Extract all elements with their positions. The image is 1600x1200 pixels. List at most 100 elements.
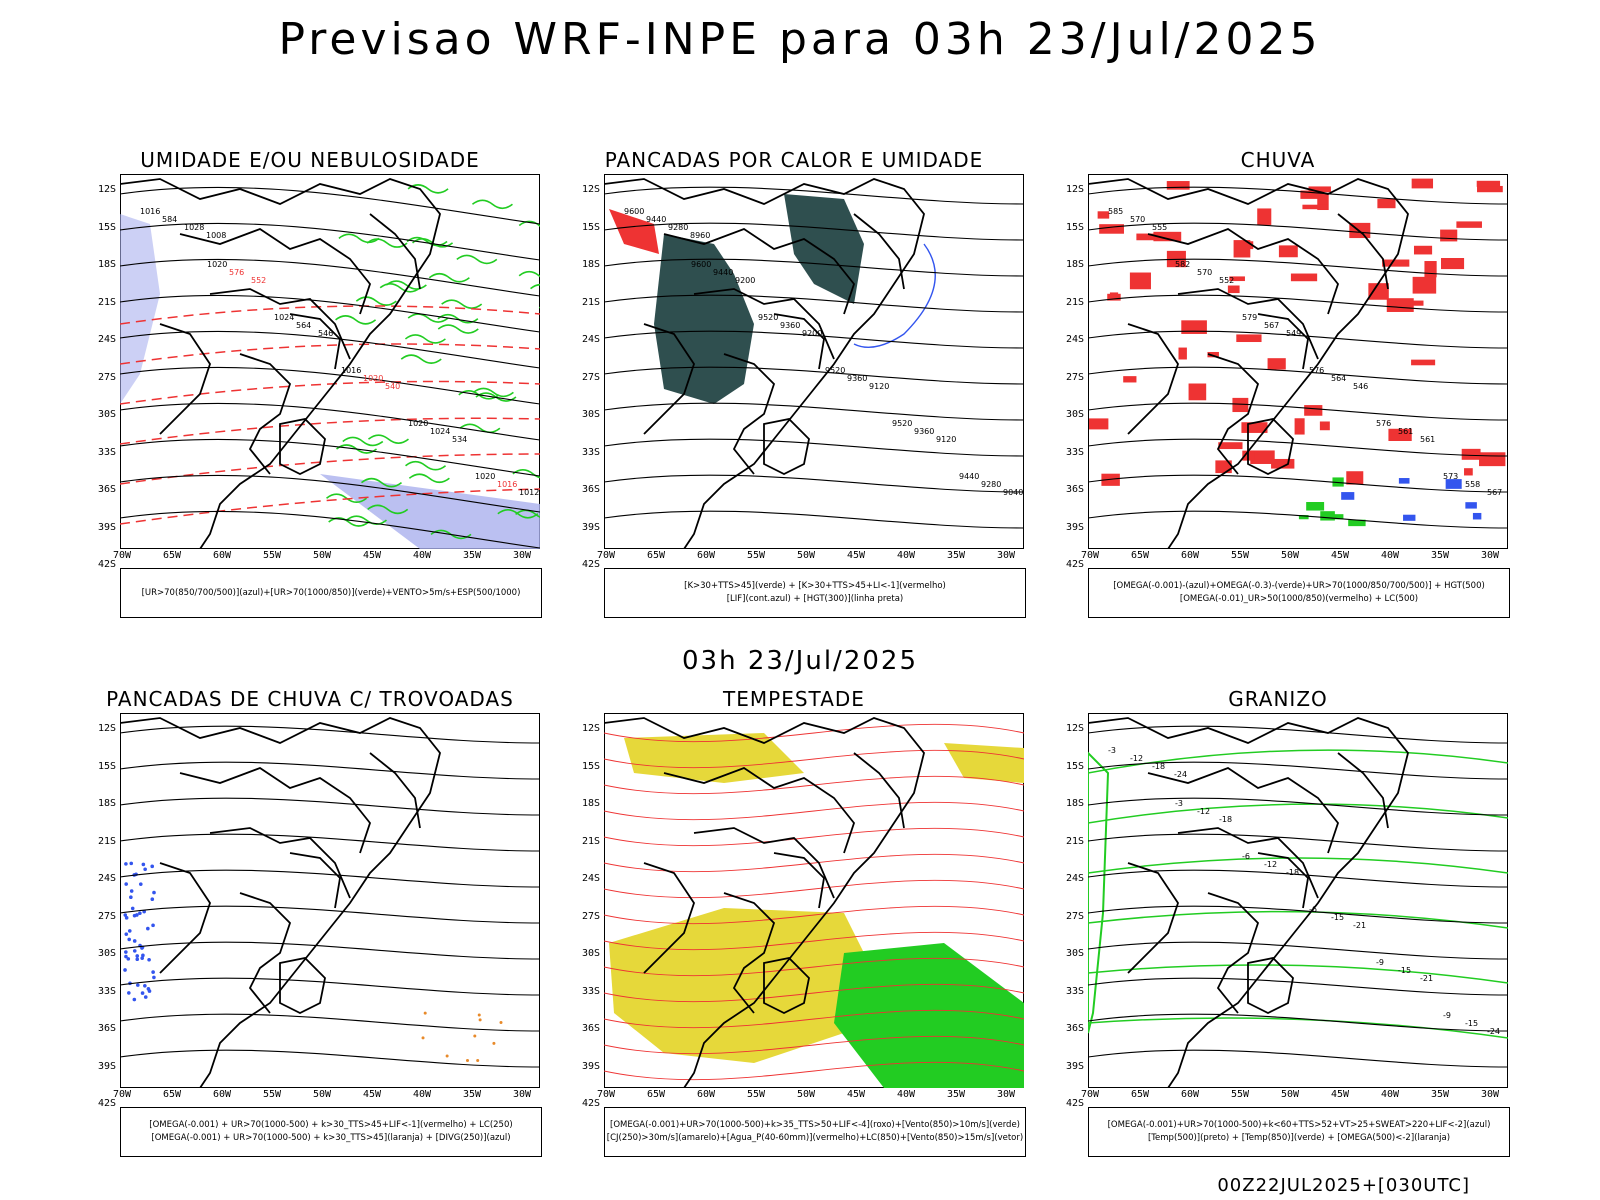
contour-label: 9520 bbox=[892, 419, 912, 428]
y-axis-labels: 12S 15S 18S 21S 24S 27S 30S 33S 36S 39S 42S bbox=[1048, 174, 1086, 570]
x-tick-label: 40W bbox=[896, 1089, 916, 1100]
map-svg: 9600 9600 9520 9520 9520 9440 9440 9440 9360 9360… bbox=[604, 174, 1024, 549]
x-tick-label: 60W bbox=[696, 1089, 716, 1100]
y-tick-label: 18S bbox=[581, 798, 600, 809]
x-tick-label: 30W bbox=[996, 550, 1016, 561]
y-tick-label: 24S bbox=[97, 334, 116, 345]
y-axis-labels: 12S 15S 18S 21S 24S 27S 30S 33S 36S 39S 42S bbox=[80, 174, 118, 570]
x-tick-label: 50W bbox=[1280, 1089, 1300, 1100]
contour-label: 573 bbox=[1443, 472, 1458, 481]
contour-label: 582 bbox=[1175, 260, 1190, 269]
contour-label: 570 bbox=[1197, 268, 1212, 277]
contour-label: -18 bbox=[1286, 868, 1299, 877]
contour-label: 585 bbox=[1108, 207, 1123, 216]
legend-line: [CJ(250)>30m/s](amarelo)+[Agua_P(40-60mm… bbox=[606, 1133, 1024, 1143]
y-tick-label: 24S bbox=[581, 334, 600, 345]
y-tick-label: 42S bbox=[581, 1098, 600, 1109]
contour-label: -6 bbox=[1242, 852, 1250, 861]
legend-line: [OMEGA(-0.01)_UR>50(1000/850)(vermelho) … bbox=[1179, 594, 1419, 604]
panel-1: UMIDADE E/OU NEBULOSIDADE 12S 15S 18S 21S 24S… bbox=[80, 148, 542, 628]
contour-label: 567 bbox=[1487, 488, 1502, 497]
x-tick-label: 35W bbox=[946, 1089, 966, 1100]
y-axis-labels: 12S 15S 18S 21S 24S 27S 30S 33S 36S 39S 42S bbox=[564, 713, 602, 1109]
y-tick-label: 21S bbox=[97, 296, 116, 308]
map-svg: -3-3-6-6-9-9-12-12-12-15-15-15-18-18-18-… bbox=[1088, 713, 1508, 1088]
contour-label: 564 bbox=[296, 321, 311, 330]
map-area: 9600 9600 9520 9520 9520 9440 9440 9440 9360 9360… bbox=[604, 174, 1024, 549]
x-tick-label: 45W bbox=[846, 1089, 866, 1100]
contour-label: 546 bbox=[1353, 382, 1368, 391]
y-axis-labels: 12S 15S 18S 21S 24S 27S 30S 33S 36S 39S 42S bbox=[564, 174, 602, 570]
y-tick-label: 15S bbox=[581, 221, 600, 233]
y-tick-label: 12S bbox=[1065, 723, 1084, 734]
y-tick-label: 33S bbox=[97, 446, 116, 458]
x-tick-label: 45W bbox=[846, 550, 866, 561]
contour-label: 1016 bbox=[140, 207, 160, 216]
x-tick-label: 35W bbox=[1430, 550, 1450, 561]
contour-label: 1008 bbox=[206, 231, 226, 240]
x-tick-label: 30W bbox=[1480, 550, 1500, 561]
y-tick-label: 24S bbox=[97, 873, 116, 884]
main-title: Previsao WRF-INPE para 03h 23/Jul/2025 bbox=[278, 14, 1322, 65]
contour-label: 561 bbox=[1398, 427, 1413, 436]
contour-label: 576 bbox=[229, 268, 244, 277]
y-tick-label: 24S bbox=[1065, 334, 1084, 345]
y-tick-label: 39S bbox=[97, 521, 116, 533]
x-axis-labels: 70W 65W 60W 55W 50W 45W 40W 35W 30W bbox=[1081, 550, 1508, 564]
x-tick-label: 60W bbox=[1180, 1089, 1200, 1100]
contour-label: 1016 bbox=[341, 366, 361, 375]
y-tick-label: 12S bbox=[1065, 184, 1084, 195]
contour-label: 9200 bbox=[802, 329, 822, 338]
valid-time-title: 03h 23/Jul/2025 bbox=[682, 646, 918, 676]
legend-line: [LIF](cont.azul) + [HGT(300)](linha pret… bbox=[726, 594, 904, 604]
legend-line: [K>30+TTS>45](verde) + [K>30+TTS>45+LI<-… bbox=[684, 581, 946, 591]
x-tick-label: 60W bbox=[696, 550, 716, 561]
panel-legend: [OMEGA(-0.001)+UR>70(1000-500)+k<60+TTS>… bbox=[1088, 1107, 1510, 1157]
x-tick-label: 55W bbox=[262, 1089, 282, 1100]
x-tick-label: 60W bbox=[1180, 550, 1200, 561]
x-tick-label: 70W bbox=[1080, 1089, 1100, 1100]
x-tick-label: 65W bbox=[1130, 550, 1150, 561]
contour-label: -15 bbox=[1331, 913, 1344, 922]
map-area bbox=[604, 713, 1024, 1088]
y-tick-label: 18S bbox=[1065, 798, 1084, 809]
y-tick-label: 18S bbox=[97, 798, 116, 809]
contour-label: 552 bbox=[251, 276, 266, 285]
y-tick-label: 33S bbox=[581, 985, 600, 997]
x-tick-label: 45W bbox=[1330, 550, 1350, 561]
contour-label: 576 bbox=[1376, 419, 1391, 428]
contour-label: 9600 bbox=[691, 260, 711, 269]
contour-label: -24 bbox=[1174, 770, 1187, 779]
contour-label: 579 bbox=[1242, 313, 1257, 322]
contour-label: 576 bbox=[1309, 366, 1324, 375]
y-tick-label: 36S bbox=[1065, 484, 1084, 495]
legend-line: [OMEGA(-0.001) + UR>70(1000-500) + k>30_… bbox=[149, 1120, 513, 1130]
x-tick-label: 30W bbox=[512, 550, 532, 561]
x-tick-label: 50W bbox=[796, 1089, 816, 1100]
y-tick-label: 39S bbox=[581, 521, 600, 533]
panel-legend: [OMEGA(-0.001) + UR>70(1000-500) + k>30_… bbox=[120, 1107, 542, 1157]
x-tick-label: 55W bbox=[1230, 550, 1250, 561]
x-tick-label: 55W bbox=[746, 550, 766, 561]
y-tick-label: 15S bbox=[581, 760, 600, 772]
x-tick-label: 55W bbox=[746, 1089, 766, 1100]
y-tick-label: 42S bbox=[581, 559, 600, 570]
x-axis-labels: 70W 65W 60W 55W 50W 45W 40W 35W 30W bbox=[1081, 1089, 1508, 1103]
y-tick-label: 24S bbox=[1065, 873, 1084, 884]
contour-label: 9280 bbox=[668, 223, 688, 232]
contour-label: 540 bbox=[385, 382, 400, 391]
legend-line: [OMEGA(-0.001)+UR>70(1000-500)+k>35_TTS>… bbox=[610, 1120, 1020, 1130]
map-area: 1016 1020 1024 1016 1020 1020 584 576 564 1020 102… bbox=[120, 174, 540, 549]
x-tick-label: 70W bbox=[112, 1089, 132, 1100]
y-tick-label: 21S bbox=[1065, 835, 1084, 847]
contour-label: 1020 bbox=[408, 419, 428, 428]
contour-label: -18 bbox=[1152, 762, 1165, 771]
contour-label: 546 bbox=[318, 329, 333, 338]
x-tick-label: 40W bbox=[1380, 1089, 1400, 1100]
panel-legend: [K>30+TTS>45](verde) + [K>30+TTS>45+LI<-… bbox=[604, 568, 1026, 618]
x-tick-label: 30W bbox=[996, 1089, 1016, 1100]
x-tick-label: 60W bbox=[212, 1089, 232, 1100]
y-axis-labels: 12S 15S 18S 21S 24S 27S 30S 33S 36S 39S 42S bbox=[1048, 713, 1086, 1109]
contour-label: -6 bbox=[1309, 905, 1317, 914]
y-tick-label: 30S bbox=[1065, 409, 1084, 420]
